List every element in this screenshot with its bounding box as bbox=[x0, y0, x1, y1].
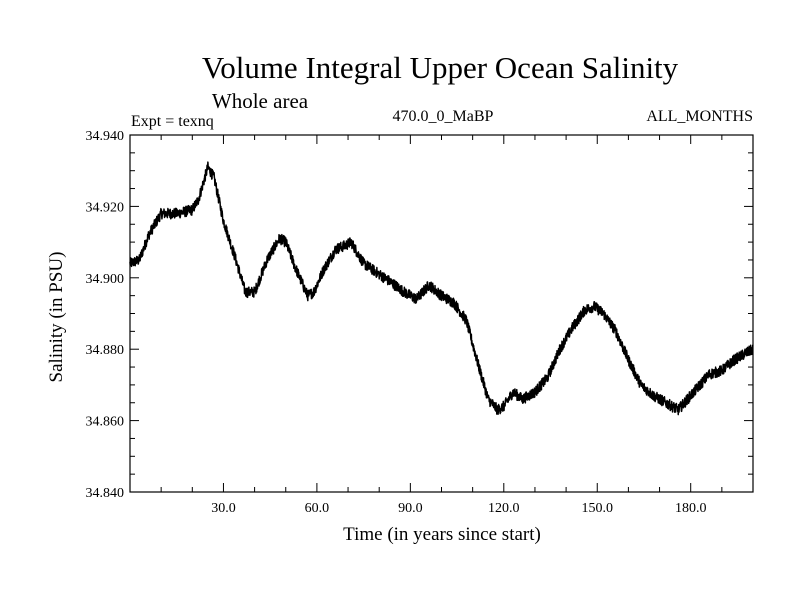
period-label: 470.0_0_MaBP bbox=[393, 108, 494, 125]
y-tick-label: 34.840 bbox=[86, 486, 125, 501]
months-label: ALL_MONTHS bbox=[646, 108, 753, 125]
plot-frame bbox=[129, 134, 754, 493]
x-tick-label: 30.0 bbox=[211, 501, 236, 516]
y-tick-label: 34.900 bbox=[86, 272, 125, 287]
x-tick-label: 180.0 bbox=[675, 501, 707, 516]
y-tick-label: 34.880 bbox=[86, 343, 125, 358]
x-tick-label: 60.0 bbox=[305, 501, 330, 516]
chart-subtitle: Whole area bbox=[212, 89, 309, 113]
x-tick-label: 90.0 bbox=[398, 501, 423, 516]
y-tick-label: 34.940 bbox=[86, 129, 125, 144]
experiment-label: Expt = texnq bbox=[131, 113, 214, 130]
plot-area: 30.0 60.0 90.0 120.0 150.0 180.0 34.840 34.860 3… bbox=[86, 129, 754, 516]
salinity-series-line bbox=[129, 161, 754, 416]
x-axis-label: Time (in years since start) bbox=[343, 524, 541, 545]
x-tick-label: 150.0 bbox=[582, 501, 614, 516]
y-tick-label: 34.920 bbox=[86, 200, 125, 215]
y-axis-label: Salinity (in PSU) bbox=[46, 252, 67, 383]
x-tick-label: 120.0 bbox=[488, 501, 520, 516]
y-tick-label: 34.860 bbox=[86, 415, 125, 430]
chart-title: Volume Integral Upper Ocean Salinity bbox=[202, 50, 679, 85]
